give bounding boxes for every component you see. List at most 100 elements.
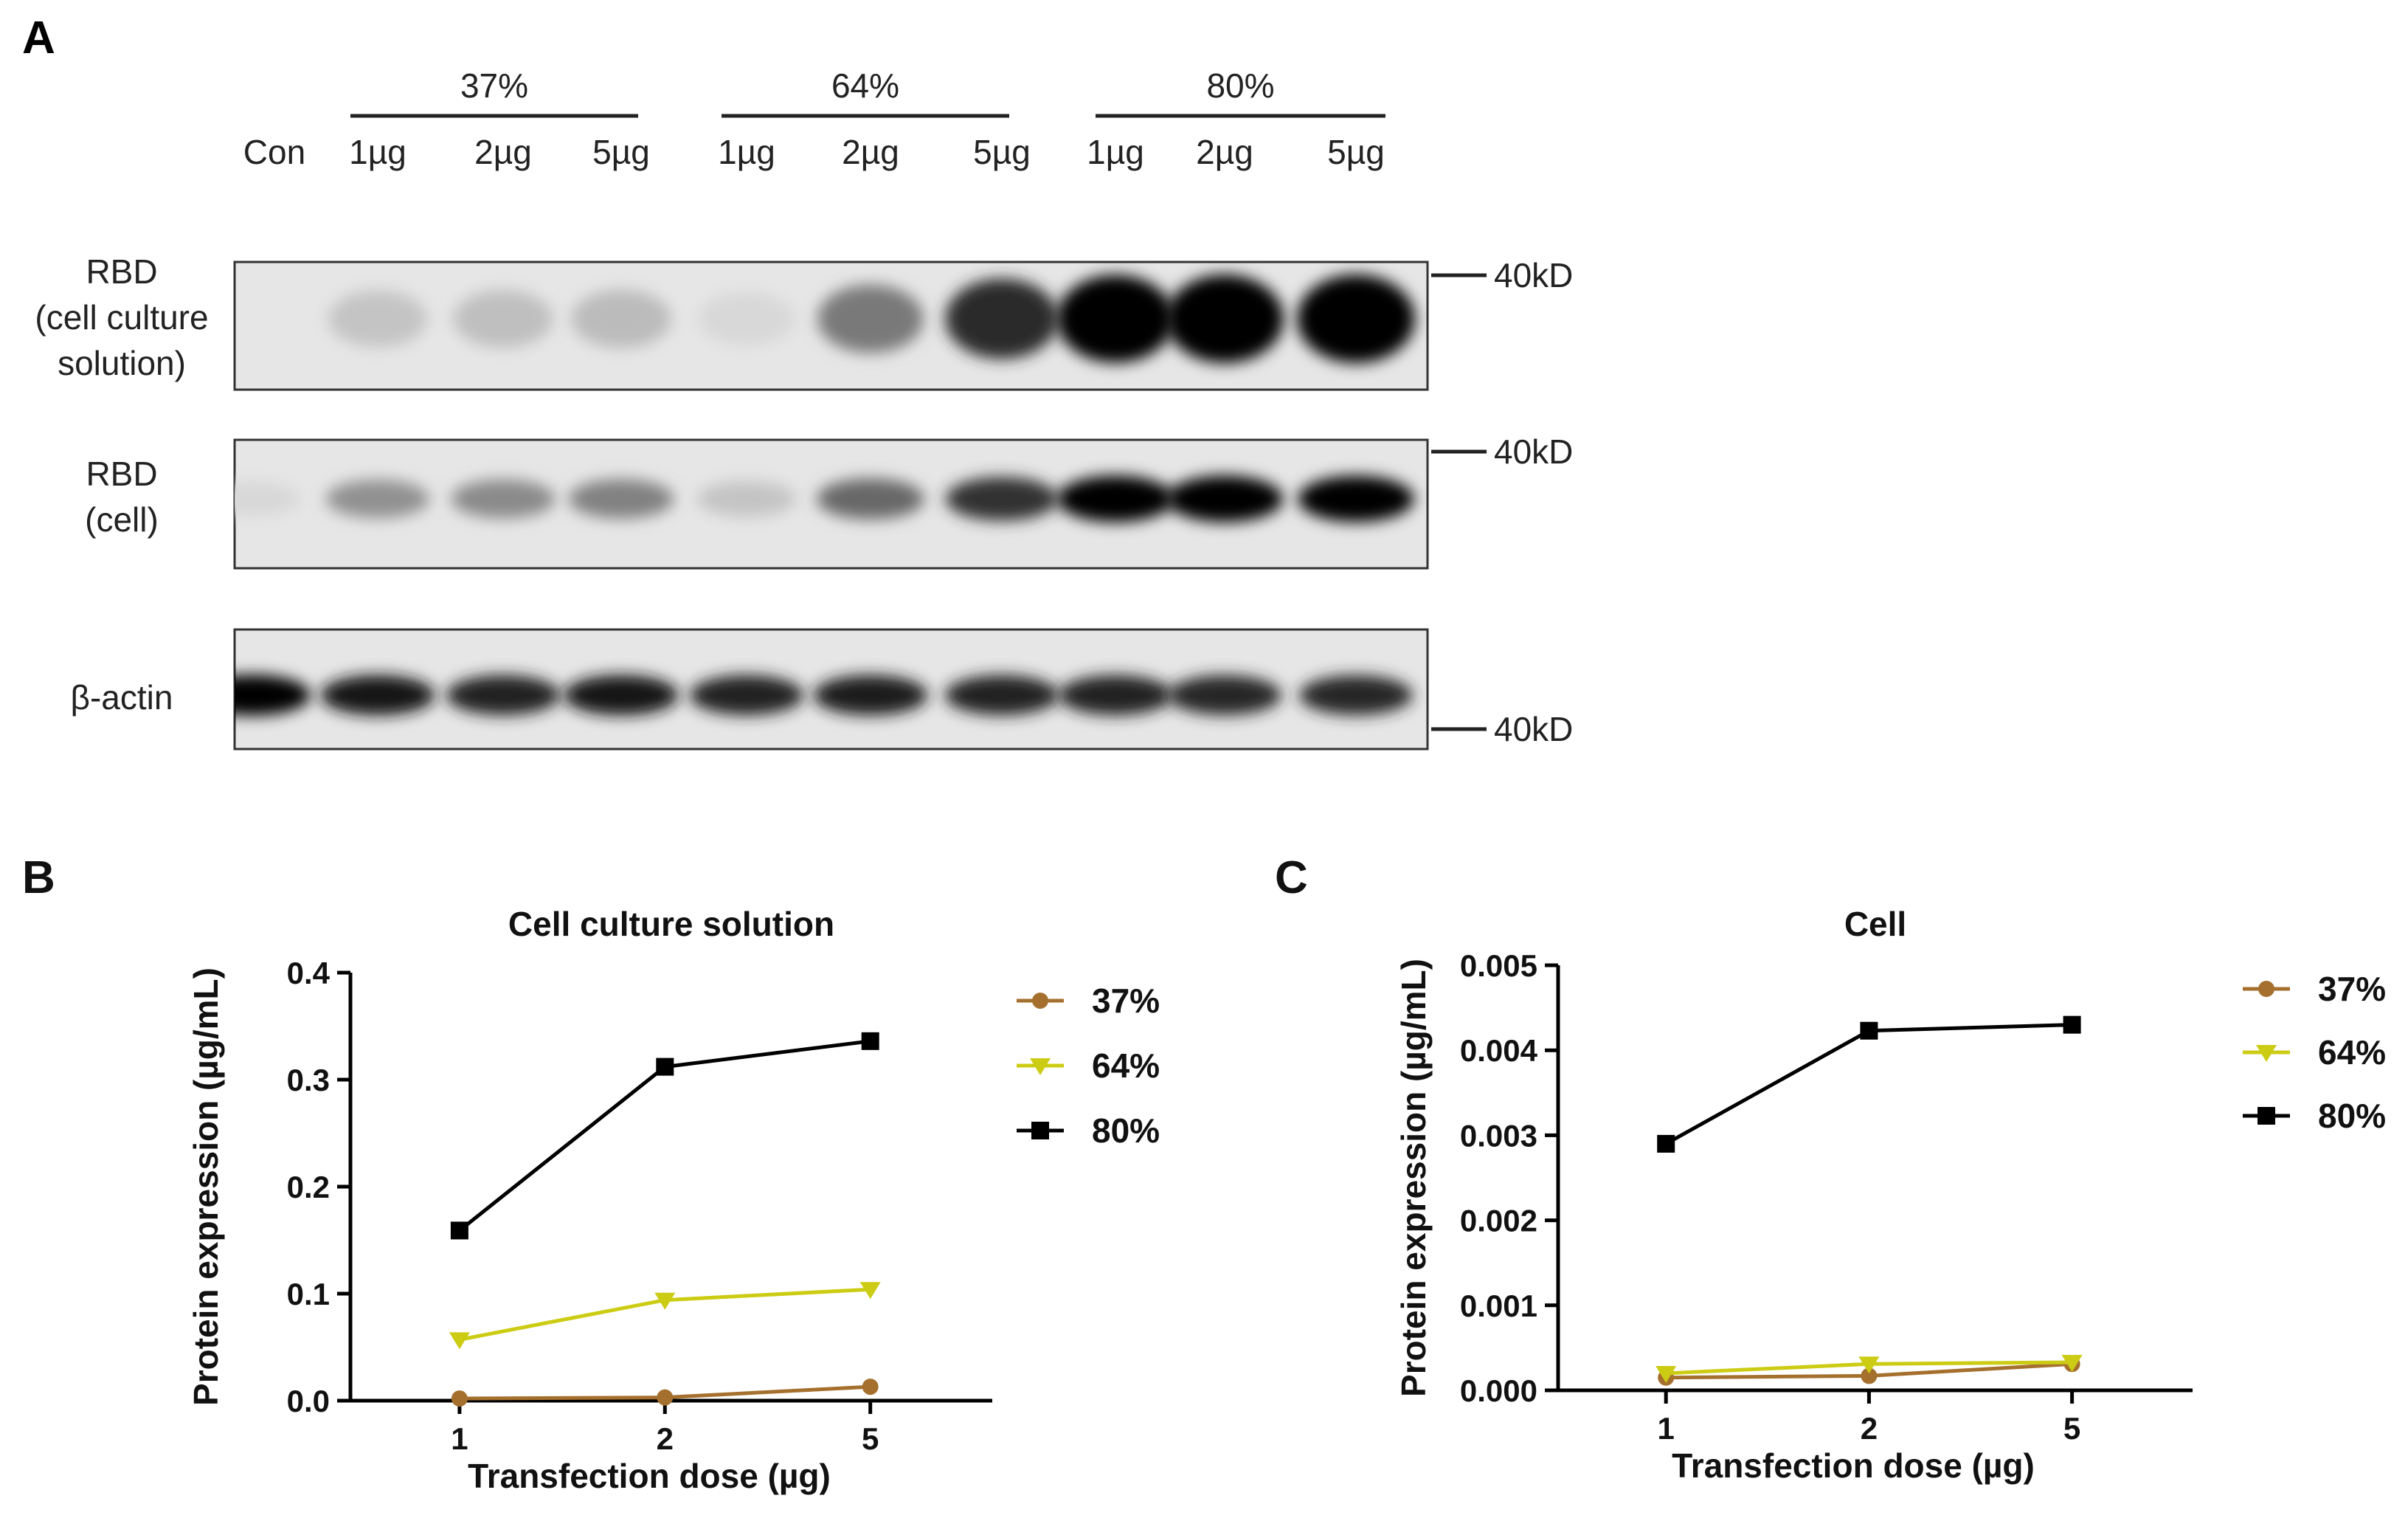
lane-label: 1µg (1087, 133, 1144, 171)
band (945, 477, 1059, 521)
legend-label: 37% (1092, 981, 1160, 1020)
legend-marker (2258, 1107, 2275, 1125)
x-tick-label: 5 (2063, 1411, 2080, 1446)
band (1297, 275, 1415, 363)
y-tick-label: 0.003 (1460, 1118, 1537, 1153)
data-point (1858, 1356, 1880, 1374)
y-axis-label: Protein expression (µg/mL) (187, 967, 225, 1406)
legend-item: 37% (1017, 981, 1160, 1020)
lane-label: 1µg (349, 133, 406, 171)
band (698, 291, 795, 346)
y-tick-label: 0.004 (1460, 1033, 1538, 1068)
lane-labels: Con 1µg 2µg 5µg 1µg 2µg 5µg 1µg 2µg 5µg (243, 133, 1385, 171)
band (696, 480, 797, 517)
blot-label: (cell) (85, 500, 159, 539)
panel-letter: B (22, 852, 55, 903)
band (328, 290, 428, 348)
y-axis-label: Protein expression (µg/mL) (1394, 959, 1433, 1397)
blot-label: β-actin (71, 678, 173, 717)
band (453, 290, 553, 348)
blot-label: solution) (58, 344, 186, 382)
marker-label: 40kD (1494, 256, 1573, 294)
series-80% (1657, 1015, 2081, 1153)
band (817, 284, 924, 353)
bands (235, 675, 1413, 716)
legend-item: 64% (1017, 1046, 1160, 1085)
data-point (1861, 1367, 1878, 1384)
band (1299, 675, 1413, 715)
marker-label: 40kD (1494, 710, 1573, 748)
legend-item: 80% (2243, 1097, 2386, 1135)
legend-marker (1032, 993, 1048, 1009)
data-point (657, 1389, 674, 1406)
lane-label: 5µg (973, 133, 1031, 171)
blot-strip: RBD (cell) 40kD (85, 432, 1573, 570)
lane-label: 2µg (1196, 133, 1253, 171)
band (689, 675, 804, 716)
bands (235, 475, 1414, 522)
band (944, 675, 1059, 716)
x-tick-label: 2 (1861, 1411, 1878, 1446)
data-point (862, 1379, 879, 1395)
legend-item: 64% (2243, 1033, 2386, 1072)
chart-c-cell: C Cell 0.000 0.001 0.002 0.003 0.004 0.005 1 2 5 Tr… (1275, 852, 2386, 1485)
y-tick-label: 0.1 (287, 1277, 330, 1311)
x-axis-label: Transfection dose (µg) (468, 1457, 831, 1495)
series-line (1664, 1023, 2072, 1146)
band (1056, 475, 1174, 522)
band (813, 675, 928, 716)
lane-label: 2µg (842, 133, 899, 171)
data-point (654, 1292, 676, 1310)
blot-label: RBD (86, 252, 157, 291)
band (1166, 275, 1284, 363)
band (1166, 475, 1284, 522)
band (571, 289, 671, 348)
blot-label: (cell culture (35, 298, 208, 337)
blot-strips: RBD (cell culture solution) 40kD RBD (cell) 40… (35, 252, 1573, 751)
legend-label: 64% (2318, 1033, 2386, 1072)
panel-letter: C (1275, 852, 1308, 903)
band (1168, 675, 1281, 715)
data-point (1657, 1134, 1675, 1153)
legend-item: 37% (2243, 970, 2386, 1008)
y-tick-label: 0.3 (287, 1063, 330, 1097)
y-tick-label: 0.2 (287, 1170, 330, 1204)
series-64% (449, 1282, 881, 1350)
y-tick-label: 0.002 (1460, 1204, 1537, 1238)
series-80% (450, 1032, 879, 1240)
data-point (450, 1221, 468, 1240)
band (568, 479, 674, 519)
group-label: 80% (1206, 66, 1274, 105)
x-tick-label: 5 (862, 1421, 879, 1456)
marker-label: 40kD (1494, 432, 1573, 471)
series-64% (1656, 1354, 2083, 1383)
lane-label: 5µg (1327, 133, 1385, 171)
band (945, 278, 1059, 359)
x-tick-label: 1 (1658, 1411, 1675, 1446)
group-label: 64% (831, 66, 899, 105)
data-point (859, 1282, 881, 1300)
legend-item: 80% (1017, 1111, 1160, 1150)
blot-strip: β-actin 40kD (71, 628, 1573, 751)
blot-label: RBD (86, 455, 157, 493)
band (1056, 275, 1174, 363)
lane-label: 5µg (592, 133, 650, 171)
group-label: 37% (460, 66, 528, 105)
legend-label: 37% (2318, 970, 2386, 1008)
band (564, 675, 679, 716)
y-tick-label: 0.001 (1460, 1288, 1537, 1323)
band (1058, 675, 1173, 716)
y-tick-label: 0.000 (1460, 1373, 1537, 1408)
band (1298, 475, 1414, 522)
legend-marker (2258, 981, 2274, 997)
data-point (1860, 1021, 1878, 1040)
legend-marker (1031, 1122, 1049, 1139)
bands (328, 275, 1415, 363)
y-tick-label: 0.0 (287, 1384, 330, 1418)
lane-label: Con (243, 133, 305, 171)
chart-title: Cell culture solution (508, 905, 834, 943)
legend-marker (1030, 1058, 1051, 1075)
x-axis-label: Transfection dose (µg) (1672, 1446, 2035, 1485)
legend-marker (2256, 1045, 2277, 1062)
